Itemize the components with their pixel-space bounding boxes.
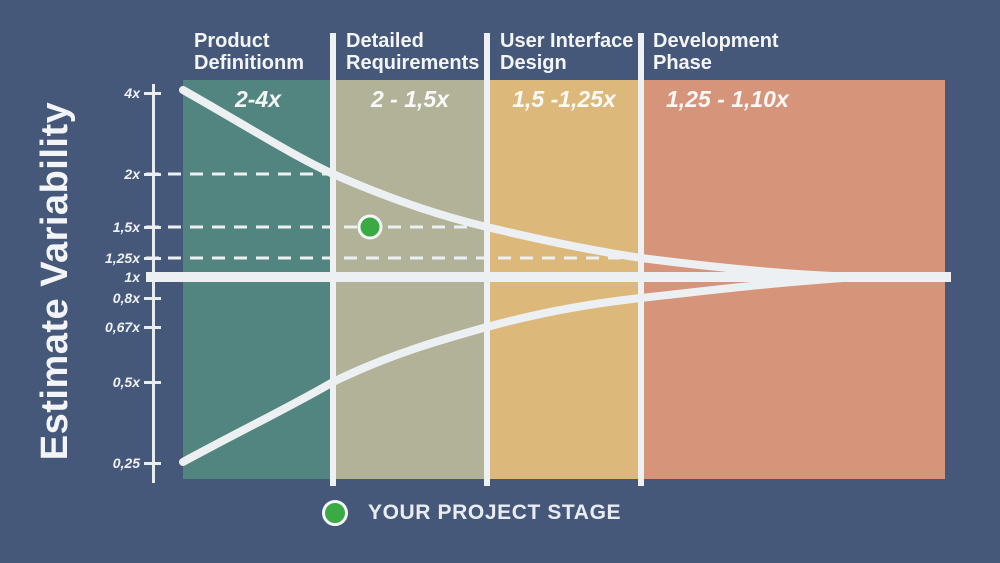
- y-tick-label: 1x: [124, 269, 140, 285]
- y-tick: [144, 462, 161, 465]
- phase-header-line: Product: [194, 30, 270, 52]
- phase-header-line: Development: [653, 30, 779, 52]
- legend: YOUR PROJECT STAGE: [322, 500, 621, 526]
- phase-header-line: Detailed: [346, 30, 424, 52]
- y-tick: [144, 381, 161, 384]
- y-tick: [144, 326, 161, 329]
- y-tick-label: 1,5x: [112, 219, 140, 235]
- project-stage-marker: [357, 214, 383, 240]
- y-tick-label: 4x: [124, 85, 140, 101]
- phase-header-line: Definitionm: [194, 52, 304, 74]
- phase-header-ui-design: User Interface Design: [500, 30, 633, 74]
- y-tick-label: 0,8x: [112, 290, 140, 306]
- legend-label: YOUR PROJECT STAGE: [368, 501, 622, 524]
- phase-header-development: Development Phase: [653, 30, 779, 74]
- y-tick: [144, 92, 161, 95]
- y-tick-label: 2x: [124, 166, 140, 182]
- phase-header-product-definition: Product Definitionm: [194, 30, 304, 74]
- range-label-development: 1,25 - 1,10x: [666, 86, 789, 112]
- y-axis-line: [152, 84, 155, 483]
- range-label-product-definition: 2-4x: [234, 86, 282, 112]
- y-tick-label: 0,5x: [112, 374, 140, 390]
- lower-bound-curve: [179, 273, 864, 466]
- project-stage-legend-icon: [322, 500, 348, 526]
- y-tick: [144, 297, 161, 300]
- upper-bound-curve: [179, 86, 864, 281]
- y-tick-label: 1,25x: [104, 250, 140, 266]
- y-tick-label: 0,67x: [104, 319, 140, 335]
- phase-header-detailed-requirements: Detailed Requirements: [346, 30, 479, 74]
- range-label-ui-design: 1,5 -1,25x: [512, 86, 616, 112]
- range-label-detailed-requirements: 2 - 1,5x: [371, 86, 449, 112]
- y-tick-label: 0,25: [112, 455, 140, 471]
- phase-header-line: Requirements: [346, 52, 480, 74]
- phase-header-line: Design: [500, 52, 567, 74]
- phase-header-line: Phase: [653, 52, 712, 74]
- phase-header-line: User Interface: [500, 30, 634, 52]
